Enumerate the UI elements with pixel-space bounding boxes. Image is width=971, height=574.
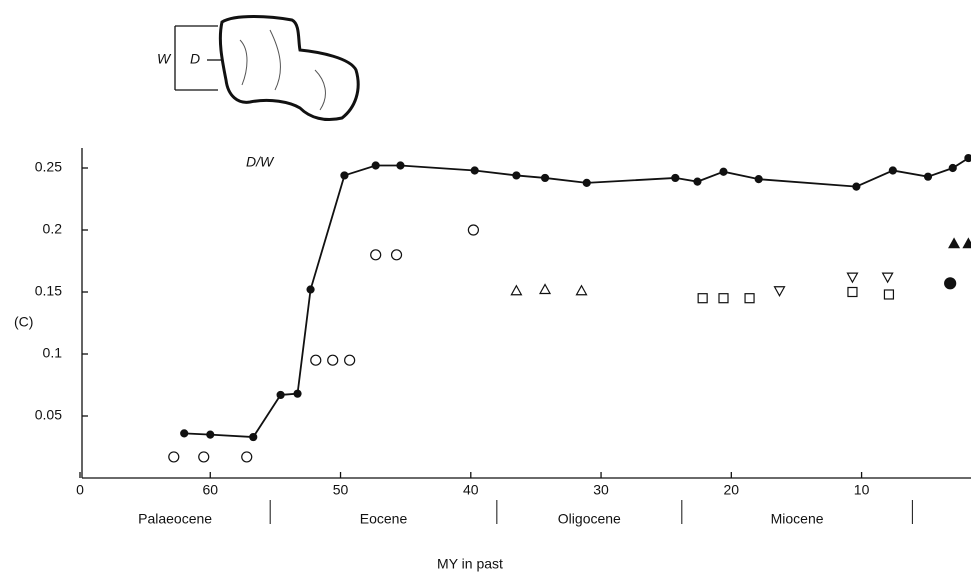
- point: [180, 429, 189, 438]
- epoch-label: Eocene: [360, 511, 408, 527]
- point: [390, 249, 403, 261]
- y-tick-label: 0.15: [35, 283, 62, 299]
- bone-shading: [239, 29, 326, 111]
- x-tick-label: 30: [593, 482, 609, 498]
- x-tick-label: 10: [854, 482, 870, 498]
- epoch-label: Oligocene: [558, 511, 621, 527]
- point: [539, 283, 552, 295]
- series-line: [184, 157, 969, 439]
- point: [206, 430, 215, 439]
- point: [293, 389, 302, 398]
- point: [888, 166, 897, 175]
- point: [697, 293, 708, 304]
- point: [883, 289, 895, 300]
- point: [371, 161, 380, 170]
- point: [340, 171, 349, 180]
- y-tick-label: 0.05: [35, 407, 62, 423]
- point: [773, 286, 786, 297]
- point: [467, 224, 479, 236]
- point: [540, 173, 550, 183]
- point: [582, 178, 591, 187]
- x-axis-label: MY in past: [437, 556, 503, 572]
- point: [846, 272, 859, 284]
- point: [847, 286, 858, 298]
- point: [344, 354, 356, 366]
- point: [198, 451, 210, 463]
- y-axis-label: (C): [14, 314, 33, 330]
- point: [327, 354, 339, 366]
- point: [881, 272, 894, 284]
- point: [575, 284, 588, 296]
- point: [754, 175, 763, 184]
- annotation: D/W: [246, 154, 275, 170]
- point: [241, 451, 253, 463]
- point: [370, 249, 382, 261]
- point: [923, 172, 933, 181]
- x-tick-label: 50: [333, 482, 349, 498]
- point: [744, 293, 755, 304]
- y-tick-label: 0.1: [43, 345, 63, 361]
- point: [964, 153, 971, 163]
- point: [168, 451, 180, 463]
- point: [306, 285, 315, 294]
- point: [718, 293, 729, 304]
- point: [948, 237, 961, 249]
- point: [962, 237, 971, 249]
- y-tick-label: 0.2: [43, 221, 63, 237]
- epoch-label: Palaeocene: [138, 511, 212, 527]
- point: [310, 354, 322, 366]
- x-tick-label: 20: [724, 482, 740, 498]
- point: [512, 171, 521, 180]
- d-label: D: [190, 51, 200, 67]
- point: [948, 163, 957, 173]
- point: [396, 161, 405, 170]
- bone-diagram: W D: [157, 15, 360, 122]
- point: [944, 277, 957, 290]
- x-tick-label: 60: [202, 482, 218, 498]
- point: [510, 284, 523, 296]
- point: [852, 182, 861, 191]
- x-tick-label: 40: [463, 482, 479, 498]
- point: [249, 432, 258, 442]
- point: [276, 390, 285, 400]
- y-tick-label: 0.25: [35, 159, 62, 175]
- point: [693, 177, 702, 186]
- point: [671, 173, 680, 183]
- bone-outline: [218, 15, 360, 122]
- epoch-label: Miocene: [771, 511, 824, 527]
- x-tick-label: 0: [76, 482, 84, 498]
- point: [470, 166, 479, 175]
- point: [719, 167, 728, 176]
- w-label: W: [157, 51, 172, 67]
